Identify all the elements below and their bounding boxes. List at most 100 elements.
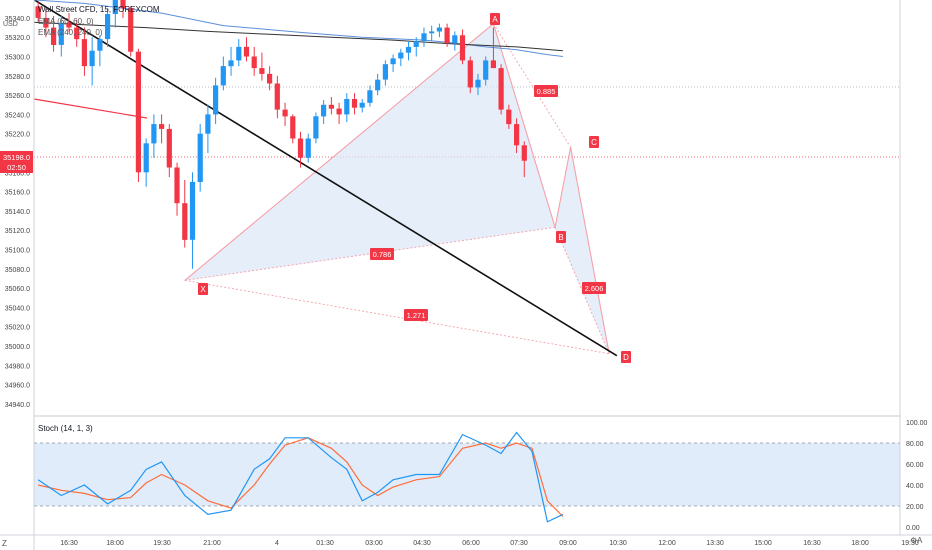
candle-body <box>351 99 358 108</box>
ratio-label-bd: 2.606 <box>582 282 606 294</box>
candle-body <box>81 39 87 67</box>
time-tick-label: 15:00 <box>754 540 772 547</box>
candle-body <box>336 108 342 115</box>
ema60-line <box>27 0 563 57</box>
candle-body <box>490 60 496 69</box>
time-tick-label: 19:30 <box>901 540 919 547</box>
price-tick-label: 35260.0 <box>5 93 30 100</box>
symbol-title[interactable]: Wall Street CFD, 15, FOREXCOM <box>38 5 160 14</box>
price-tick-label: 35300.0 <box>5 55 30 62</box>
ratio-label-ac: 0.885 <box>534 85 558 97</box>
ratio-label-xb: 0.786 <box>370 248 394 260</box>
candle-body <box>267 73 273 84</box>
stoch-tick-label: 20.00 <box>906 504 924 511</box>
time-tick-label: 10:30 <box>609 540 627 547</box>
price-tick-label: 35000.0 <box>5 344 30 351</box>
stoch-label[interactable]: Stoch (14, 1, 3) <box>38 424 93 433</box>
candle-body <box>243 46 250 57</box>
candle-body <box>97 39 103 51</box>
candle-body <box>128 8 134 52</box>
pattern-legs <box>184 22 610 354</box>
price-tick-label: 35120.0 <box>5 228 30 235</box>
time-tick-label: 18:00 <box>851 540 869 547</box>
pattern-point-d[interactable]: D <box>621 351 631 363</box>
ema240-label[interactable]: EMA (240, 240, 0) <box>38 28 103 37</box>
time-tick-label: 18:00 <box>106 540 124 547</box>
candle-body <box>143 143 149 173</box>
pattern-point-b[interactable]: B <box>556 231 566 243</box>
candle-body <box>135 51 141 173</box>
candle-body <box>467 60 473 88</box>
svg-text:A: A <box>492 15 498 24</box>
candle-body <box>174 167 180 204</box>
candle-body <box>151 124 157 144</box>
time-tick-label: 4 <box>275 540 279 547</box>
time-tick-label: 06:00 <box>462 540 480 547</box>
price-tick-label: 35340.0 <box>5 16 30 23</box>
currency-label: USD <box>3 21 18 28</box>
zoom-reset-icon[interactable]: Z <box>2 539 7 548</box>
candle-body <box>506 109 512 125</box>
harmonic-pattern <box>26 0 618 357</box>
time-tick-label: 16:30 <box>60 540 78 547</box>
projection-arrow <box>32 0 618 357</box>
pattern-ac-line <box>493 23 571 148</box>
candle-body <box>89 50 95 67</box>
trend-line <box>33 98 148 119</box>
candle-body <box>367 90 373 103</box>
candle-body <box>166 128 172 168</box>
price-tick-label: 34940.0 <box>5 402 30 409</box>
settings-icon[interactable]: ⚙ <box>910 536 917 545</box>
time-tick-label: 07:30 <box>510 540 528 547</box>
stoch-k-line <box>37 431 564 523</box>
pattern-point-x[interactable]: X <box>198 283 208 295</box>
svg-text:0.786: 0.786 <box>373 250 392 259</box>
svg-text:2.606: 2.606 <box>585 284 604 293</box>
svg-text:1.271: 1.271 <box>407 311 426 320</box>
right-axis-bg <box>900 0 932 550</box>
candle-body <box>382 64 388 80</box>
candle-body <box>112 0 118 14</box>
candle-body <box>228 60 234 67</box>
candle-body <box>305 138 311 158</box>
pattern-xab-fill <box>184 23 556 281</box>
candle-body <box>313 116 319 139</box>
candle-body <box>321 104 327 117</box>
candle-body <box>359 102 365 108</box>
candle-body <box>483 60 489 80</box>
candle-body <box>51 27 57 45</box>
stoch-tick-label: 100.00 <box>906 420 928 427</box>
stoch-panel <box>34 431 900 523</box>
candle-body <box>66 22 72 28</box>
price-axis-bg <box>0 0 34 550</box>
svg-text:0.885: 0.885 <box>537 87 556 96</box>
svg-text:35198.0: 35198.0 <box>3 153 30 162</box>
price-tick-label: 35020.0 <box>5 325 30 332</box>
candle-body <box>236 46 242 61</box>
price-tick-label: 35280.0 <box>5 74 30 81</box>
stoch-tick-label: 0.00 <box>906 525 920 532</box>
candle-body <box>344 99 350 115</box>
candle-body <box>390 58 396 65</box>
candle-body <box>274 83 280 110</box>
candle-body <box>444 27 450 43</box>
price-tick-label: 35100.0 <box>5 248 30 255</box>
candles <box>35 0 527 269</box>
candle-body <box>251 56 257 69</box>
candle-body <box>328 104 334 109</box>
candle-body <box>213 85 219 115</box>
candle-body <box>452 35 458 43</box>
pattern-point-c[interactable]: C <box>589 136 599 148</box>
candle-body <box>35 6 41 18</box>
time-tick-label: 01:30 <box>316 540 334 547</box>
time-tick-label: 12:00 <box>658 540 676 547</box>
candle-body <box>421 33 427 41</box>
percent-scale-toggle[interactable]: A <box>917 536 923 545</box>
time-tick-label: 13:30 <box>706 540 724 547</box>
pattern-point-a[interactable]: A <box>490 13 500 25</box>
candle-body <box>398 52 404 59</box>
svg-text:D: D <box>623 353 629 362</box>
price-tick-label: 35160.0 <box>5 190 30 197</box>
ema60-label[interactable]: EMA (60, 60, 0) <box>38 17 94 26</box>
